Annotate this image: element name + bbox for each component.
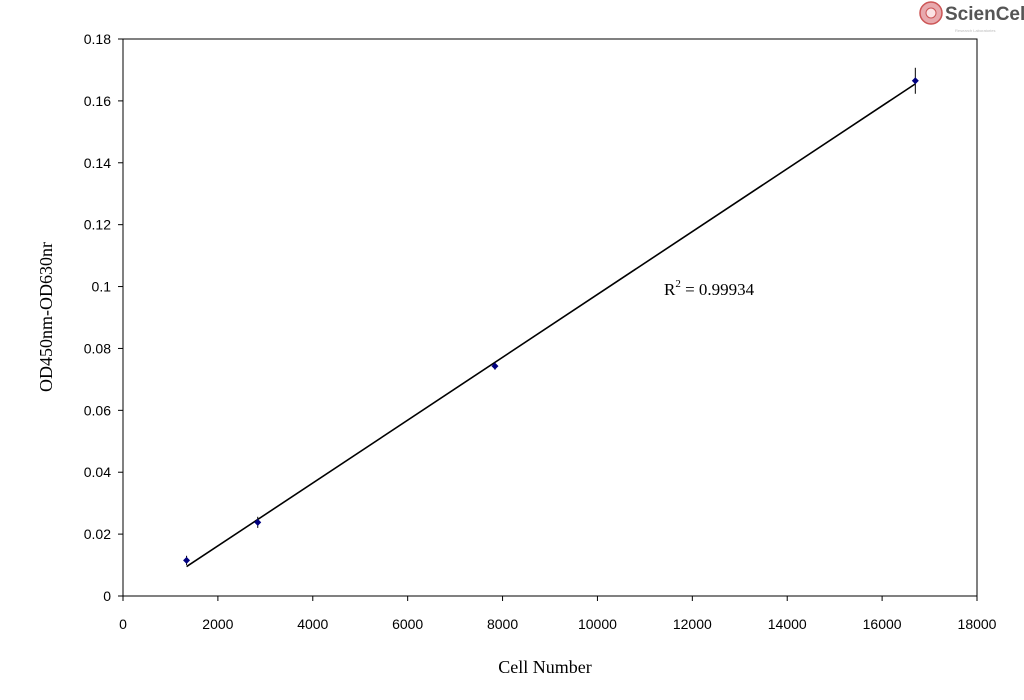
x-tick-label: 14000	[768, 616, 807, 632]
r-squared-value: = 0.99934	[681, 280, 755, 299]
y-tick-label: 0.08	[84, 340, 111, 356]
r-squared-annotation: R2 = 0.99934	[664, 278, 755, 299]
x-axis: 0 2000 4000 6000 8000 10000 12000 14000 16000 180…	[119, 596, 997, 632]
x-tick-label: 0	[119, 616, 127, 632]
data-point	[183, 556, 191, 564]
y-tick-label: 0.04	[84, 464, 111, 480]
x-tick-label: 8000	[487, 616, 518, 632]
y-tick-label: 0.16	[84, 93, 111, 109]
y-tick-label: 0.02	[84, 526, 111, 542]
x-tick-label: 18000	[958, 616, 997, 632]
logo: ScienCell Research Laboratories	[919, 1, 1024, 33]
y-tick-label: 0.06	[84, 402, 111, 418]
y-tick-label: 0.18	[84, 31, 111, 47]
x-tick-label: 2000	[202, 616, 233, 632]
x-axis-title: Cell Number	[498, 657, 591, 677]
x-tick-label: 6000	[392, 616, 423, 632]
y-tick-label: 0.14	[84, 155, 111, 171]
logo-text: ScienCell	[945, 4, 1024, 25]
r-squared-prefix: R	[664, 280, 676, 299]
y-tick-label: 0.12	[84, 217, 111, 233]
logo-tagline: Research Laboratories	[955, 28, 995, 33]
x-tick-label: 4000	[297, 616, 328, 632]
x-tick-label: 16000	[863, 616, 902, 632]
y-tick-label: 0	[103, 588, 111, 604]
trendline-group	[186, 83, 916, 568]
data-point	[911, 77, 919, 85]
x-tick-label: 12000	[673, 616, 712, 632]
r-squared-superscript: 2	[675, 278, 681, 290]
plot-area	[122, 38, 978, 597]
trendline	[186, 83, 916, 568]
x-tick-label: 10000	[578, 616, 617, 632]
data-point	[491, 362, 499, 370]
data-point	[254, 518, 262, 526]
y-axis: 0 0.02 0.04 0.06 0.08 0.1 0.12 0.14 0.16 0.18	[84, 31, 123, 604]
data-points	[183, 67, 919, 566]
y-tick-label: 0.1	[92, 279, 112, 295]
y-axis-title: OD450nm-OD630nr	[36, 242, 56, 392]
